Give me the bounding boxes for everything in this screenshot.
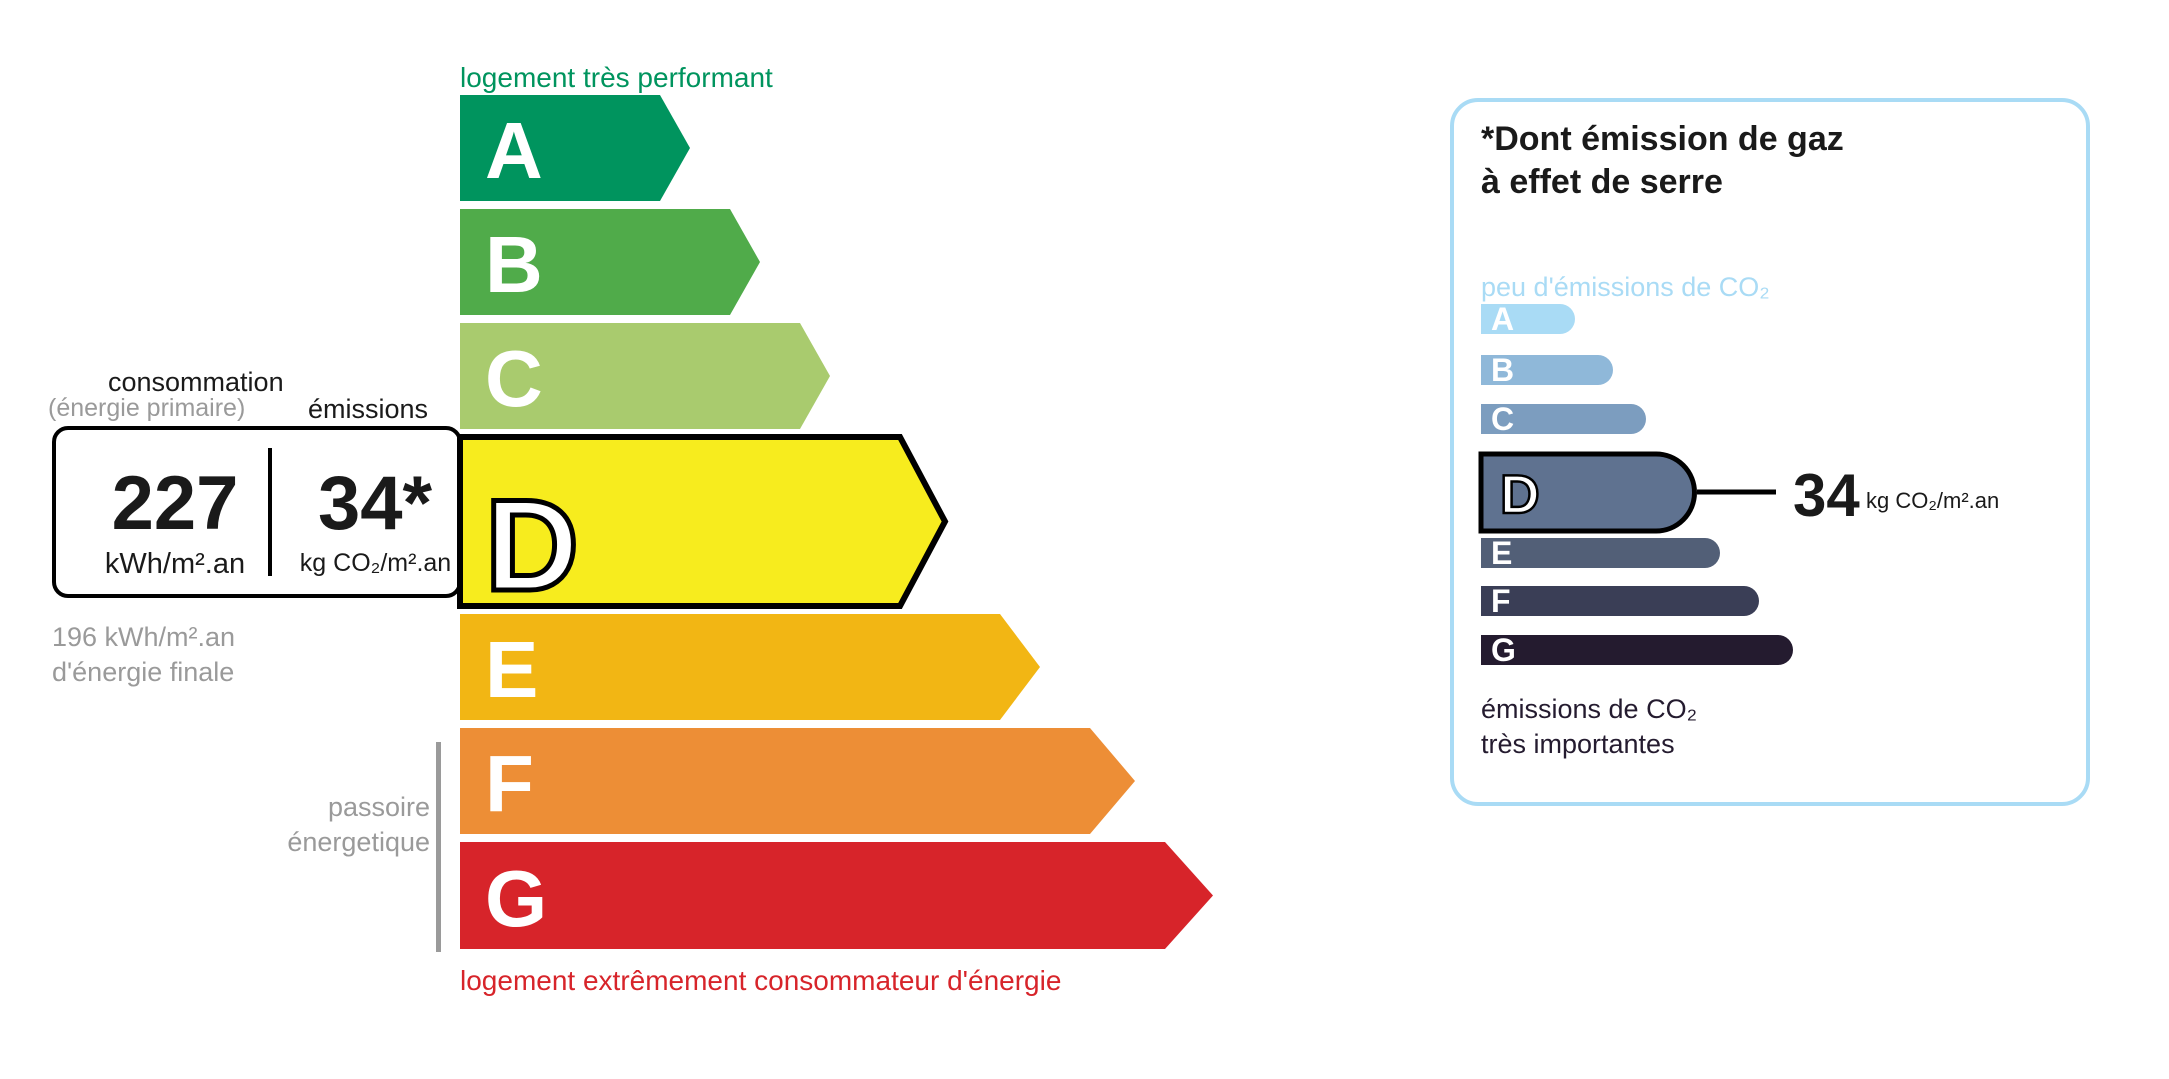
svg-text:A: A: [1491, 301, 1514, 337]
svg-text:C: C: [1491, 401, 1514, 437]
svg-text:G: G: [1491, 632, 1516, 668]
svg-text:F: F: [1491, 583, 1511, 619]
svg-text:E: E: [1491, 535, 1512, 571]
svg-text:D: D: [1500, 463, 1540, 525]
svg-text:B: B: [1491, 352, 1514, 388]
